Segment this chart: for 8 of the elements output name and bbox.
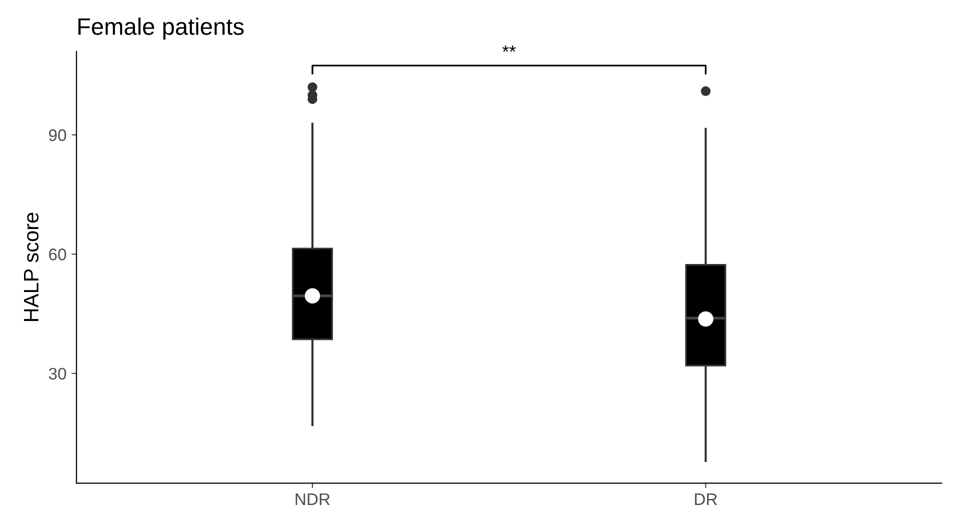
annotation: ** (502, 45, 516, 52)
x-tick-label: DR (695, 493, 717, 505)
y-axis-title: HALP score (24, 212, 39, 321)
y-tick-label: 60 (49, 248, 66, 260)
x-tick-label: NDR (296, 493, 330, 505)
chart-title: Female patients (78, 18, 244, 40)
y-tick-label: 30 (48, 368, 66, 380)
y-tick-label: 90 (49, 129, 66, 142)
